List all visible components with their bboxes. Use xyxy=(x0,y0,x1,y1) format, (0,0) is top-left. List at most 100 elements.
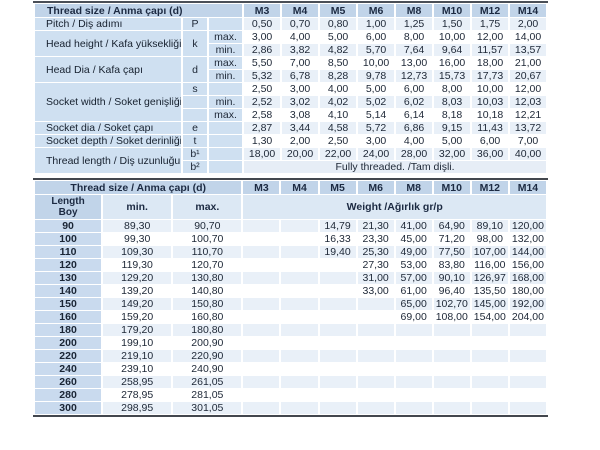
spec-subrow-label xyxy=(209,122,243,134)
spec-value: 13,00 xyxy=(396,57,433,69)
min-value: 89,30 xyxy=(103,220,172,232)
weight-value xyxy=(281,363,318,375)
weight-value xyxy=(243,220,280,232)
spec-value: 8,18 xyxy=(434,109,471,121)
spec-symbol xyxy=(183,96,207,108)
length-value: 240 xyxy=(35,363,102,375)
spec-value: 21,00 xyxy=(510,57,547,69)
weight-value xyxy=(319,298,356,310)
spec-column-header-m3: M3 xyxy=(244,4,281,17)
spec-value: 7,00 xyxy=(282,57,319,69)
spec-value: 3,00 xyxy=(282,83,319,95)
spec-subrow-label xyxy=(209,148,243,160)
weight-value xyxy=(243,389,280,401)
spec-value: 40,00 xyxy=(510,148,547,160)
max-value: 110,70 xyxy=(173,246,242,258)
weight-value xyxy=(395,389,432,401)
spec-column-header-m5: M5 xyxy=(320,4,357,17)
spec-value: 20,67 xyxy=(510,70,547,82)
weight-value xyxy=(243,324,280,336)
weight-value: 45,00 xyxy=(395,233,432,245)
spec-header-row: Thread size / Anma çapı (d) M3 M4 M5 M6 M8 M1… xyxy=(35,4,547,17)
weight-table-title: Thread size / Anma çapı (d) xyxy=(35,181,242,194)
min-value: 159,20 xyxy=(103,311,172,323)
weight-value xyxy=(281,233,318,245)
weight-table: Thread size / Anma çapı (d) M3 M4 M5 M6 M8 M1… xyxy=(33,178,548,417)
spec-value: 4,82 xyxy=(320,44,357,56)
fully-threaded-note: Fully threaded. /Tam dişli. xyxy=(244,161,547,173)
weight-row-120: 120 119,30 120,70 27,30 53,00 83,80 116,00 156,… xyxy=(35,259,546,271)
weight-value: 116,00 xyxy=(471,259,508,271)
weight-value xyxy=(471,350,508,362)
spec-value: 6,02 xyxy=(396,96,433,108)
weight-value xyxy=(319,324,356,336)
weight-value: 89,10 xyxy=(471,220,508,232)
weight-value: 156,00 xyxy=(509,259,546,271)
weight-value xyxy=(319,285,356,297)
spec-column-header-m14: M14 xyxy=(510,4,547,17)
weight-row-160: 160 159,20 160,80 69,00 108,00 154,00 204,00 xyxy=(35,311,546,323)
weight-value xyxy=(319,363,356,375)
spec-value: 12,03 xyxy=(510,96,547,108)
weight-value xyxy=(281,402,318,414)
weight-value: 96,40 xyxy=(433,285,470,297)
max-value: 100,70 xyxy=(173,233,242,245)
spec-value: 18,00 xyxy=(244,148,281,160)
length-value: 180 xyxy=(35,324,102,336)
spec-value: 0,80 xyxy=(320,18,357,30)
spec-subrow-label: max. xyxy=(209,31,243,43)
spec-row: b² Fully threaded. /Tam dişli. xyxy=(35,161,547,173)
weight-value: 120,00 xyxy=(509,220,546,232)
spec-value: 12,21 xyxy=(510,109,547,121)
weight-value: 64,90 xyxy=(433,220,470,232)
weight-row-300: 300 298,95 301,05 xyxy=(35,402,546,414)
weight-value xyxy=(509,363,546,375)
weight-value xyxy=(509,337,546,349)
spec-value: 10,18 xyxy=(472,109,509,121)
weight-header-row: Thread size / Anma çapı (d) M3 M4 M5 M6 M8 M1… xyxy=(35,181,546,194)
spec-row: Socket dia / Soket çapı e 2,87 3,44 4,58 5,72… xyxy=(35,122,547,134)
weight-value xyxy=(281,220,318,232)
spec-value: 3,82 xyxy=(282,44,319,56)
spec-value: 2,58 xyxy=(244,109,281,121)
weight-value xyxy=(357,363,394,375)
spec-row-label: Socket depth / Soket derinliği xyxy=(35,135,181,147)
weight-value xyxy=(243,285,280,297)
spec-symbol xyxy=(183,109,207,121)
weight-value: 204,00 xyxy=(509,311,546,323)
weight-row-240: 240 239,10 240,90 xyxy=(35,363,546,375)
weight-value xyxy=(395,376,432,388)
weight-value: 41,00 xyxy=(395,220,432,232)
weight-value xyxy=(471,402,508,414)
weight-value xyxy=(281,285,318,297)
spec-row: Pitch / Diş adımı P 0,50 0,70 0,80 1,00 1,25 1,… xyxy=(35,18,547,30)
spec-column-header-m8: M8 xyxy=(396,4,433,17)
weight-value: 31,00 xyxy=(357,272,394,284)
spec-value: 18,00 xyxy=(472,57,509,69)
spec-row: Head height / Kafa yüksekliği k max. 3,00 4,… xyxy=(35,31,547,56)
spec-value: 5,72 xyxy=(358,122,395,134)
spec-subrow-label xyxy=(209,161,243,173)
spec-value: 12,00 xyxy=(510,83,547,95)
min-value: 99,30 xyxy=(103,233,172,245)
weight-row-260: 260 258,95 261,05 xyxy=(35,376,546,388)
spec-column-header-m4: M4 xyxy=(282,4,319,17)
max-value: 130,80 xyxy=(173,272,242,284)
weight-column-header-m4: M4 xyxy=(281,181,318,194)
spec-value: 10,00 xyxy=(472,83,509,95)
spec-value: 8,00 xyxy=(396,31,433,43)
weight-value xyxy=(281,259,318,271)
spec-value: 1,50 xyxy=(434,18,471,30)
weight-value: 168,00 xyxy=(509,272,546,284)
spec-value: 8,00 xyxy=(434,83,471,95)
spec-subrow-label: min. xyxy=(209,96,243,108)
spec-table-title: Thread size / Anma çapı (d) xyxy=(35,4,243,17)
spec-value: 7,00 xyxy=(510,135,547,147)
length-value: 150 xyxy=(35,298,102,310)
weight-value xyxy=(471,389,508,401)
weight-value xyxy=(243,311,280,323)
spec-value: 3,02 xyxy=(282,96,319,108)
weight-value: 65,00 xyxy=(395,298,432,310)
spec-value: 22,00 xyxy=(320,148,357,160)
spec-value: 1,75 xyxy=(472,18,509,30)
